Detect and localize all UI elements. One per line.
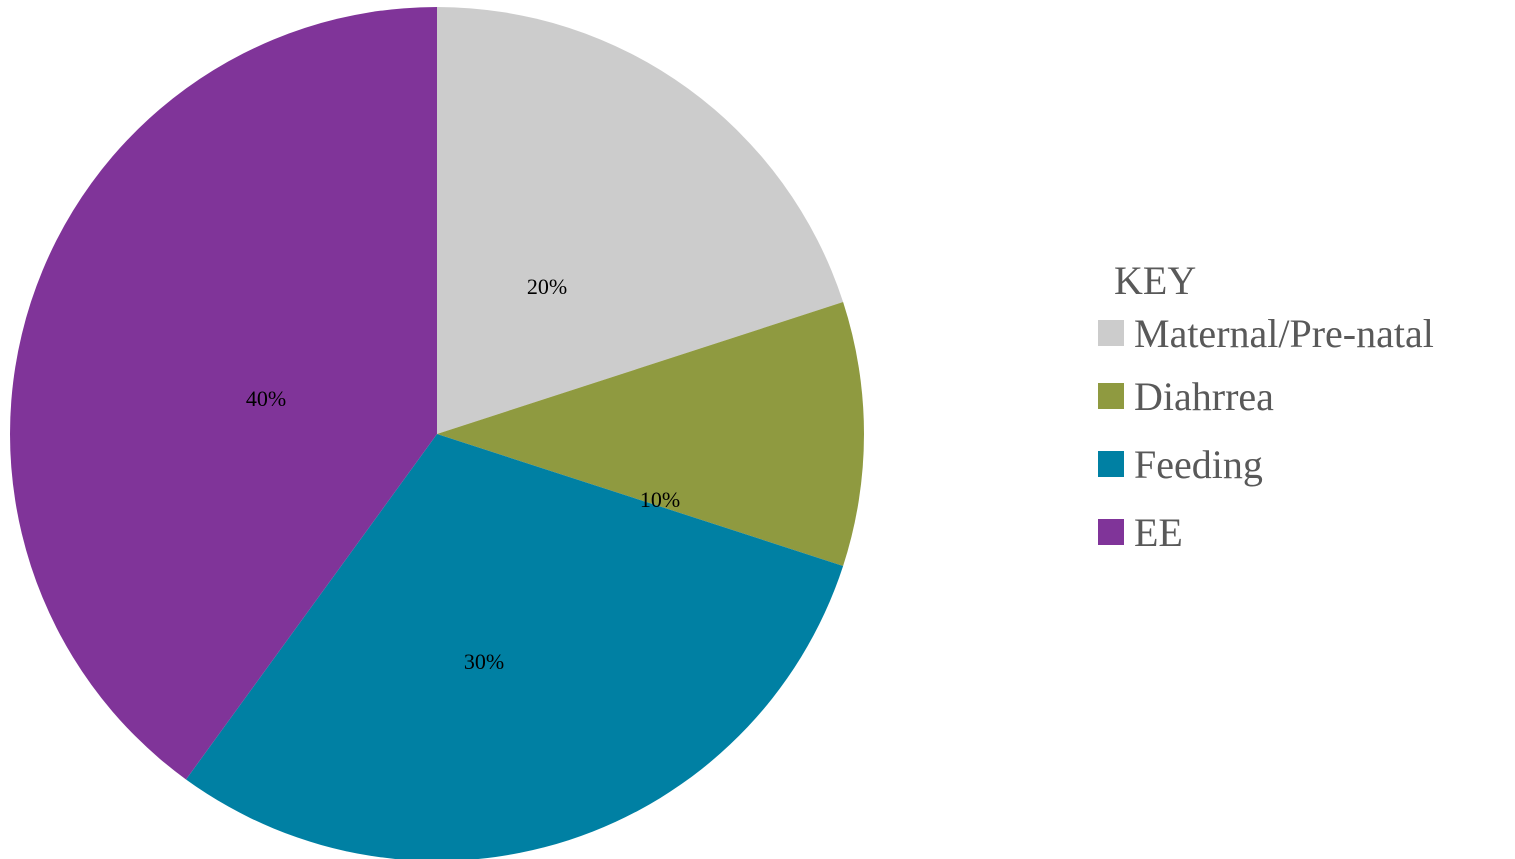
legend-items: Maternal/Pre-natal Diahrrea Feeding EE	[1098, 304, 1434, 566]
slice-label-ee: 40%	[246, 386, 286, 411]
pie-slices	[10, 7, 864, 859]
pie-slice-maternal-pre-natal	[437, 7, 844, 434]
legend-label: Diahrrea	[1134, 373, 1274, 419]
legend-item-diahrrea: Diahrrea	[1098, 362, 1434, 430]
slice-label-maternal-pre-natal: 20%	[527, 274, 567, 299]
legend-label: EE	[1134, 509, 1183, 555]
legend-title: KEY	[1114, 258, 1197, 303]
pie-slice-feeding	[186, 434, 844, 859]
pie-slice-ee	[10, 7, 438, 780]
legend-swatch	[1098, 451, 1124, 477]
legend-swatch	[1098, 320, 1124, 346]
slice-label-diahrrea: 10%	[640, 487, 680, 512]
legend-item-feeding: Feeding	[1098, 430, 1434, 498]
legend-swatch	[1098, 519, 1124, 545]
pie-slice-diahrrea	[437, 302, 864, 566]
legend-item-maternal-pre-natal: Maternal/Pre-natal	[1098, 304, 1434, 362]
legend: KEY Maternal/Pre-natal Diahrrea Feeding EE	[1098, 258, 1434, 566]
legend-swatch	[1098, 383, 1124, 409]
legend-item-ee: EE	[1098, 498, 1434, 566]
slice-label-feeding: 30%	[464, 649, 504, 674]
pie-slice-labels: 20% 10% 30% 40%	[246, 274, 680, 674]
legend-label: Feeding	[1134, 441, 1263, 487]
legend-label: Maternal/Pre-natal	[1134, 310, 1434, 356]
